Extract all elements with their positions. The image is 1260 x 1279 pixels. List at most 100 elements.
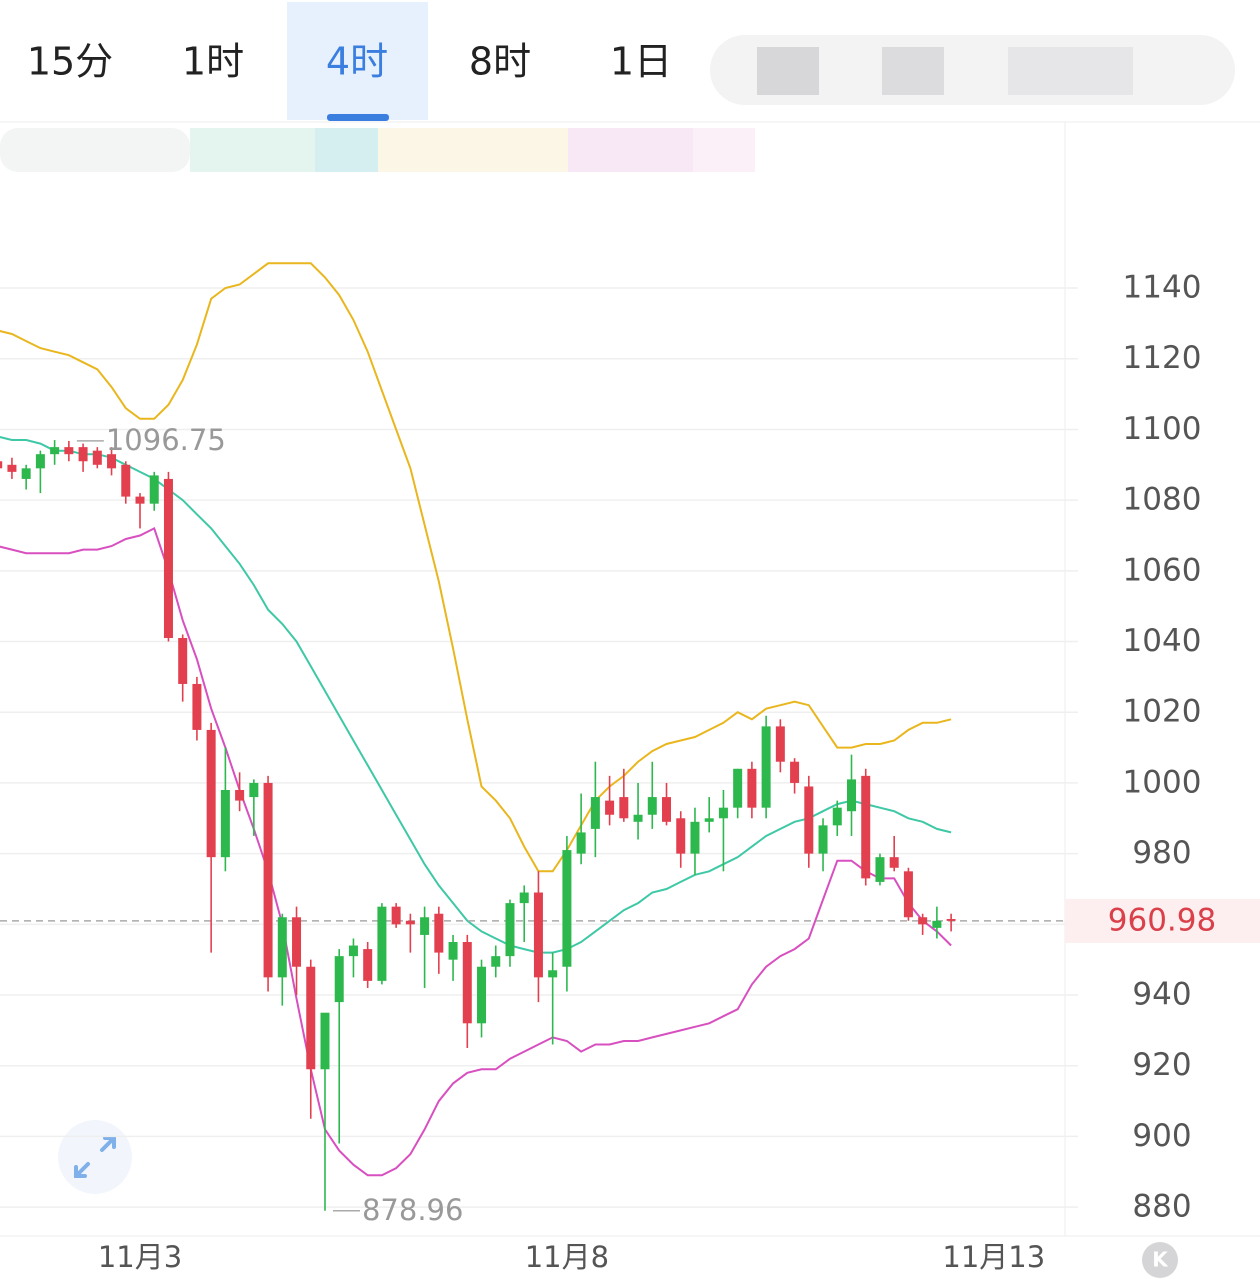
- x-tick-label: 11月3: [98, 1240, 182, 1274]
- tab[interactable]: 4时: [326, 40, 388, 84]
- y-tick-label: 1040: [1123, 623, 1202, 659]
- candle-body: [690, 821, 700, 854]
- candle-body: [292, 917, 302, 967]
- y-tick-label: 1120: [1123, 340, 1202, 376]
- blur-block: [882, 47, 944, 95]
- y-tick-label: 1000: [1123, 764, 1202, 800]
- candle-body: [818, 825, 828, 854]
- candle-body: [306, 966, 316, 1070]
- candle-body: [775, 726, 785, 762]
- high-label: 1096.75: [106, 423, 226, 457]
- candle-body: [64, 447, 74, 455]
- candle-body: [206, 729, 216, 858]
- blur-block: [757, 47, 819, 95]
- candle-body: [462, 942, 472, 1024]
- candle-body: [405, 920, 415, 925]
- candle-body: [163, 478, 173, 639]
- y-tick-label: 1020: [1123, 694, 1202, 730]
- last-price-tag: [1065, 898, 1260, 943]
- candle-body: [235, 790, 245, 801]
- candle-body: [448, 942, 458, 960]
- candle-body: [548, 970, 558, 978]
- candle-body: [334, 956, 344, 1003]
- candle-body: [932, 920, 942, 928]
- candle-body: [249, 782, 259, 798]
- y-tick-label: 1100: [1123, 411, 1202, 447]
- candle-body: [477, 966, 487, 1024]
- candle-body: [21, 468, 31, 479]
- candle-body: [0, 461, 3, 469]
- y-tick-label: 1140: [1123, 270, 1202, 306]
- expand-icon[interactable]: [58, 1120, 132, 1194]
- y-tick-label: 920: [1132, 1047, 1191, 1083]
- candle-body: [263, 782, 273, 978]
- tab[interactable]: 15分: [27, 40, 113, 84]
- candle-body: [7, 464, 17, 472]
- blur-block: [1008, 47, 1133, 95]
- badge-text: K: [1152, 1248, 1169, 1272]
- candle-body: [505, 903, 515, 957]
- y-tick-label: 1060: [1123, 552, 1202, 588]
- corner-badge[interactable]: K: [1142, 1242, 1178, 1278]
- candle-body: [277, 917, 287, 978]
- candle-body: [363, 949, 373, 981]
- candle-body: [149, 475, 159, 504]
- candle-body: [889, 857, 899, 868]
- candle-body: [576, 832, 586, 854]
- band-line: [0, 526, 952, 1177]
- tab[interactable]: 8时: [469, 40, 531, 84]
- candle-body: [320, 1012, 330, 1070]
- last-price-label: 960.98: [1108, 902, 1216, 938]
- candle-body: [747, 768, 757, 808]
- y-tick-label: 880: [1132, 1189, 1191, 1225]
- tab[interactable]: 1日: [610, 40, 672, 84]
- candle-body: [619, 797, 629, 819]
- candle-body: [590, 797, 600, 829]
- candle-body: [790, 761, 800, 783]
- candle-body: [647, 797, 657, 815]
- candle-body: [676, 818, 686, 854]
- candle-body: [220, 790, 230, 858]
- tab-highlight: [287, 2, 428, 120]
- candle-body: [562, 850, 572, 967]
- candle-body: [847, 779, 856, 812]
- band-line: [0, 436, 952, 954]
- candle-body: [519, 892, 529, 904]
- candle-body: [804, 786, 814, 854]
- candle-body: [434, 913, 444, 953]
- candle-body: [78, 447, 88, 462]
- candle-body: [875, 857, 885, 882]
- candle-body: [391, 906, 401, 925]
- candle-body: [420, 917, 430, 935]
- y-tick-label: 1080: [1123, 482, 1202, 518]
- candle-body: [861, 775, 871, 879]
- candle-body: [121, 464, 131, 497]
- candle-body: [192, 683, 202, 730]
- candle-body: [605, 800, 615, 815]
- candle-body: [533, 892, 543, 978]
- candle-body: [377, 906, 387, 981]
- candle-body: [92, 450, 102, 465]
- color-strip: [0, 128, 755, 172]
- candle-body: [761, 726, 771, 808]
- candle-body: [662, 797, 672, 822]
- candle-body: [135, 496, 145, 504]
- tab-underline: [327, 114, 389, 121]
- low-label: 878.96: [362, 1193, 463, 1227]
- candle-body: [348, 945, 358, 957]
- tab[interactable]: 1时: [182, 40, 244, 84]
- candle-body: [946, 919, 956, 921]
- candle-body: [107, 454, 117, 469]
- y-tick-label: 980: [1132, 835, 1191, 871]
- x-tick-label: 11月8: [525, 1240, 609, 1274]
- band-line: [0, 262, 952, 873]
- candle-body: [50, 447, 60, 455]
- candle-body: [491, 956, 501, 967]
- candle-body: [178, 638, 188, 684]
- candle-body: [35, 454, 45, 469]
- y-tick-label: 900: [1132, 1118, 1191, 1154]
- candle-body: [633, 814, 643, 822]
- candle-body: [832, 807, 842, 826]
